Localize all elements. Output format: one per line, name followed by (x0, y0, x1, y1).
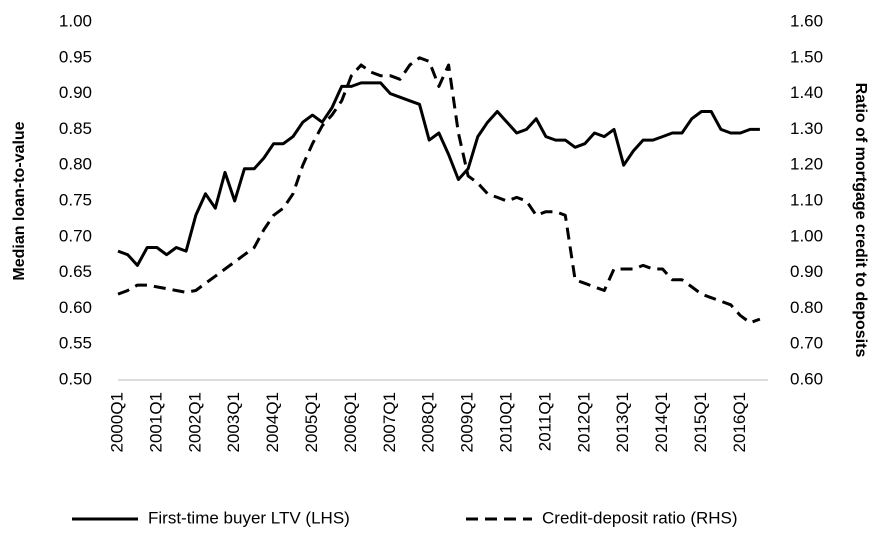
x-tick-label: 2007Q1 (380, 392, 399, 453)
x-tick-label: 2008Q1 (419, 392, 438, 453)
y-tick-label: 0.70 (59, 226, 92, 245)
x-tick-label: 2012Q1 (574, 392, 593, 453)
x-tick-label: 2016Q1 (730, 392, 749, 453)
y2-tick-label: 0.60 (790, 369, 823, 388)
x-tick-label: 2013Q1 (613, 392, 632, 453)
x-tick-label: 2000Q1 (107, 392, 126, 453)
y2-tick-label: 0.90 (790, 262, 823, 281)
y-tick-label: 0.65 (59, 262, 92, 281)
y-tick-label: 0.85 (59, 119, 92, 138)
x-tick-label: 2014Q1 (652, 392, 671, 453)
x-tick-label: 2009Q1 (458, 392, 477, 453)
y2-tick-label: 1.00 (790, 226, 823, 245)
y-tick-label: 0.55 (59, 334, 92, 353)
y2-tick-label: 1.40 (790, 83, 823, 102)
y2-tick-label: 1.50 (790, 47, 823, 66)
y-tick-label: 0.75 (59, 190, 92, 209)
y-tick-label: 0.80 (59, 155, 92, 174)
x-tick-label: 2010Q1 (496, 392, 515, 453)
y2-tick-label: 0.70 (790, 334, 823, 353)
y-axis-title: Median loan-to-value (11, 121, 28, 280)
y-tick-label: 0.60 (59, 298, 92, 317)
y2-axis-title: Ratio of mortgage credit to deposits (852, 83, 869, 358)
y-tick-label: 0.50 (59, 369, 92, 388)
y-tick-label: 0.90 (59, 83, 92, 102)
y2-tick-label: 1.20 (790, 155, 823, 174)
series-line (117, 56, 761, 325)
legend-label: Credit-deposit ratio (RHS) (542, 508, 738, 527)
y2-tick-label: 1.30 (790, 119, 823, 138)
legend-label: First-time buyer LTV (LHS) (148, 508, 350, 527)
x-tick-label: 2005Q1 (302, 392, 321, 453)
y2-tick-label: 0.80 (790, 298, 823, 317)
x-tick-label: 2006Q1 (341, 392, 360, 453)
x-tick-label: 2004Q1 (263, 392, 282, 453)
x-tick-label: 2011Q1 (535, 392, 554, 451)
x-tick-label: 2003Q1 (224, 392, 243, 453)
y2-tick-label: 1.60 (790, 11, 823, 30)
x-tick-label: 2002Q1 (185, 392, 204, 453)
series-line (117, 81, 760, 267)
x-tick-label: 2001Q1 (146, 392, 165, 453)
x-tick-label: 2015Q1 (691, 392, 710, 453)
y2-tick-label: 1.10 (790, 190, 823, 209)
y-tick-label: 0.95 (59, 47, 92, 66)
y-tick-label: 1.00 (59, 11, 92, 30)
